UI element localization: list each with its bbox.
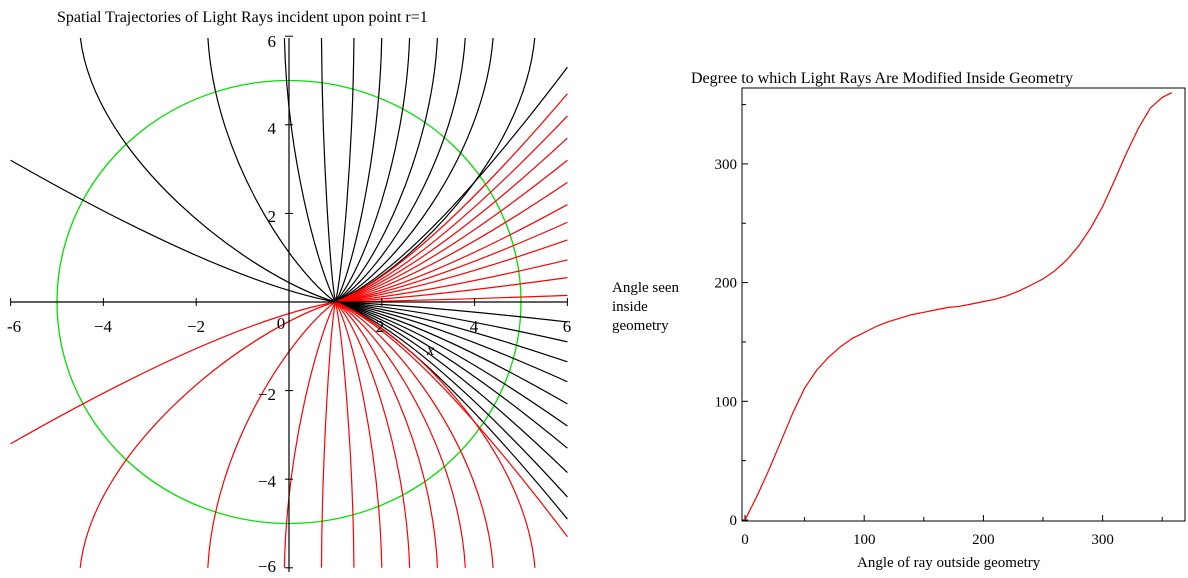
black-ray <box>334 38 383 303</box>
x-tick-label: 200 <box>972 532 995 548</box>
black-ray <box>335 301 568 498</box>
red-ray <box>334 301 383 568</box>
x-tick-label: 100 <box>853 532 876 548</box>
y-tick-label: 2 <box>268 207 277 226</box>
y-tick-label: 4 <box>268 119 277 138</box>
red-ray <box>335 277 568 303</box>
black-ray <box>335 301 568 363</box>
red-ray <box>335 301 494 568</box>
black-ray <box>335 301 568 427</box>
red-ray <box>10 301 336 445</box>
y-tick-label: 100 <box>715 394 738 410</box>
red-rays <box>10 93 568 568</box>
x-tick-label: 4 <box>470 317 479 336</box>
x-tick-label: 0 <box>741 532 749 548</box>
modification-plot-frame <box>741 87 1186 522</box>
x-tick-label: −4 <box>94 317 113 336</box>
x-tick-label: 0 <box>277 314 286 333</box>
black-ray <box>283 38 336 303</box>
black-ray <box>335 301 568 473</box>
trajectories-chart-title: Spatial Trajectories of Light Rays incid… <box>57 9 428 26</box>
red-ray <box>320 301 336 568</box>
red-ray <box>335 301 536 568</box>
black-ray <box>334 38 411 303</box>
red-ray <box>335 115 568 303</box>
modification-tick-labels: 0 100 200 300 0 100 200 300 <box>715 157 1114 548</box>
black-ray <box>335 66 568 303</box>
y-tick-label: −4 <box>258 472 277 491</box>
y-tick-label: 200 <box>715 276 738 292</box>
red-ray <box>335 221 568 303</box>
red-ray <box>335 159 568 303</box>
x-tick-label: −2 <box>187 317 205 336</box>
red-ray <box>334 301 355 568</box>
red-ray <box>335 259 568 303</box>
black-ray <box>10 159 336 303</box>
red-ray <box>207 301 336 568</box>
black-ray <box>335 38 438 303</box>
black-ray <box>335 301 568 383</box>
red-ray <box>335 181 568 303</box>
black-ray <box>207 38 336 303</box>
black-ray <box>335 301 568 405</box>
black-ray <box>320 38 336 303</box>
modification-chart-title: Degree to which Light Rays Are Modified … <box>691 70 1073 87</box>
trajectories-axes <box>10 35 568 572</box>
x-axis-label: x <box>426 342 434 359</box>
x-axis-label: Angle of ray outside geometry <box>857 555 1041 571</box>
modification-curve <box>744 92 1172 521</box>
y-tick-label: 6 <box>268 32 277 51</box>
y-tick-label: 300 <box>715 157 738 173</box>
red-ray <box>335 301 439 568</box>
red-ray <box>283 301 336 568</box>
red-ray <box>335 93 568 303</box>
red-ray <box>335 301 466 568</box>
y-tick-label: −2 <box>258 385 276 404</box>
x-tick-label: 2 <box>376 317 385 336</box>
red-ray <box>335 301 568 538</box>
red-ray <box>334 301 411 568</box>
black-ray <box>79 38 336 303</box>
black-ray <box>335 38 466 303</box>
x-tick-label: 6 <box>563 317 572 336</box>
trajectories-chart: Spatial Trajectories of Light Rays incid… <box>7 9 572 576</box>
y-tick-label: 0 <box>730 513 738 529</box>
black-ray <box>335 301 568 323</box>
modification-ticks <box>742 104 1163 521</box>
x-tick-label: 300 <box>1091 532 1114 548</box>
red-ray <box>335 239 568 303</box>
black-ray <box>335 301 568 343</box>
y-tick-label: −6 <box>258 557 276 573</box>
x-tick-label: -6 <box>7 317 21 336</box>
trajectories-tick-labels: -6 −4 −2 0 2 4 6 x 6 4 2 −2 −4 −6 <box>7 32 572 576</box>
red-ray <box>79 301 336 568</box>
y-axis-label-line: geometry <box>612 318 669 334</box>
red-ray <box>335 137 568 303</box>
red-ray <box>335 204 568 303</box>
y-axis-label-line: inside <box>612 299 648 315</box>
black-ray <box>334 38 355 303</box>
modification-chart: Degree to which Light Rays Are Modified … <box>612 70 1186 571</box>
black-ray <box>335 301 568 449</box>
black-ray <box>335 38 494 303</box>
y-axis-label-line: Angle seen <box>612 280 680 296</box>
